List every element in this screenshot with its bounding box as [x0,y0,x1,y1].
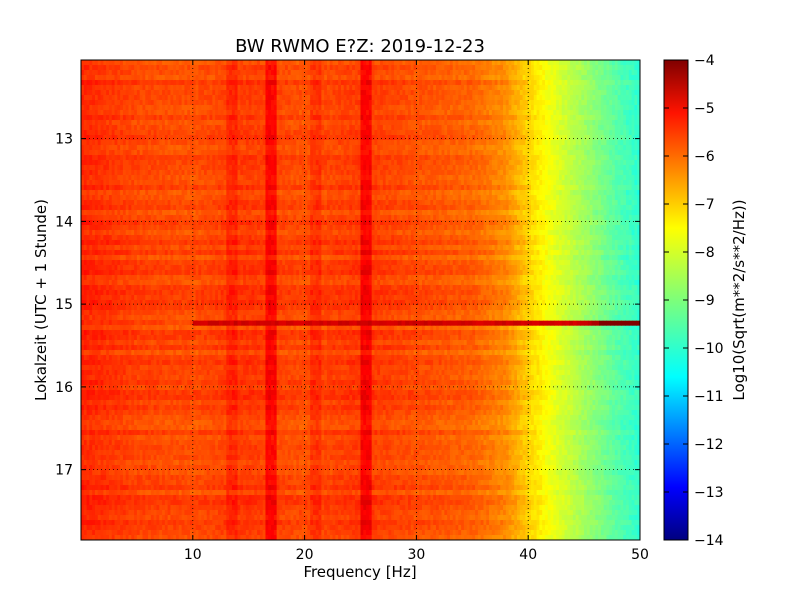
chart-title: BW RWMO E?Z: 2019-12-23 [235,36,485,57]
spectrogram-heatmap [81,60,641,541]
